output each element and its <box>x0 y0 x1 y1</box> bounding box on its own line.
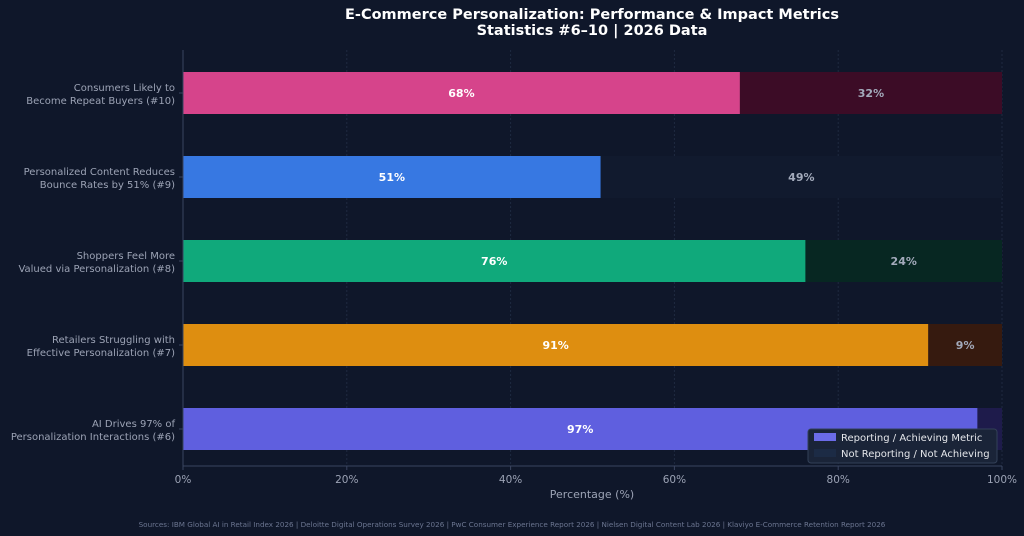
legend-item-label: Not Reporting / Not Achieving <box>841 449 990 460</box>
bar-achieving <box>183 72 740 114</box>
category-label: Become Repeat Buyers (#10) <box>26 96 175 107</box>
bar-value-label: 51% <box>379 171 405 184</box>
bar-value-label: 97% <box>567 423 593 436</box>
category-label: Shoppers Feel More <box>77 251 175 262</box>
bar-remainder-label: 49% <box>788 171 814 184</box>
category-label: Valued via Personalization (#8) <box>18 264 175 275</box>
category-label: Effective Personalization (#7) <box>27 348 175 359</box>
bar-value-label: 68% <box>448 87 474 100</box>
x-tick-label: 100% <box>987 474 1017 486</box>
category-label: AI Drives 97% of <box>92 419 176 430</box>
x-axis-label: Percentage (%) <box>550 488 634 501</box>
bar-remainder-label: 32% <box>858 87 884 100</box>
chart-title: E-Commerce Personalization: Performance … <box>345 7 839 23</box>
legend-swatch <box>814 449 836 457</box>
legend-item-label: Reporting / Achieving Metric <box>841 433 982 444</box>
plot-area: 68% 32% Consumers Likely to Become Repeat B… <box>11 50 1017 486</box>
chart-subtitle: Statistics #6–10 | 2026 Data <box>477 23 708 39</box>
bar-achieving <box>183 156 601 198</box>
category-label: Personalization Interactions (#6) <box>11 432 175 443</box>
x-tick-label: 80% <box>827 474 850 486</box>
category-label: Consumers Likely to <box>74 83 175 94</box>
bar-remainder-label: 9% <box>956 339 975 352</box>
category-label: Retailers Struggling with <box>52 335 175 346</box>
footer-sources: Sources: IBM Global AI in Retail Index 2… <box>139 520 886 529</box>
x-tick-label: 0% <box>175 474 192 486</box>
category-label: Personalized Content Reduces <box>24 167 175 178</box>
legend-box <box>807 428 998 464</box>
bar-achieving <box>183 324 929 366</box>
bar-not-achieving <box>928 324 1002 366</box>
bar-value-label: 76% <box>481 255 507 268</box>
bar-not-achieving <box>805 240 1002 282</box>
bar-remainder-label: 24% <box>891 255 917 268</box>
bar-not-achieving <box>739 72 1002 114</box>
bar-achieving <box>183 240 806 282</box>
x-tick-label: 20% <box>335 474 358 486</box>
x-tick-label: 40% <box>499 474 522 486</box>
bar-value-label: 91% <box>542 339 568 352</box>
legend-swatch <box>814 433 836 441</box>
bar-not-achieving <box>600 156 1002 198</box>
x-tick-label: 60% <box>663 474 686 486</box>
category-label: Bounce Rates by 51% (#9) <box>40 180 175 191</box>
